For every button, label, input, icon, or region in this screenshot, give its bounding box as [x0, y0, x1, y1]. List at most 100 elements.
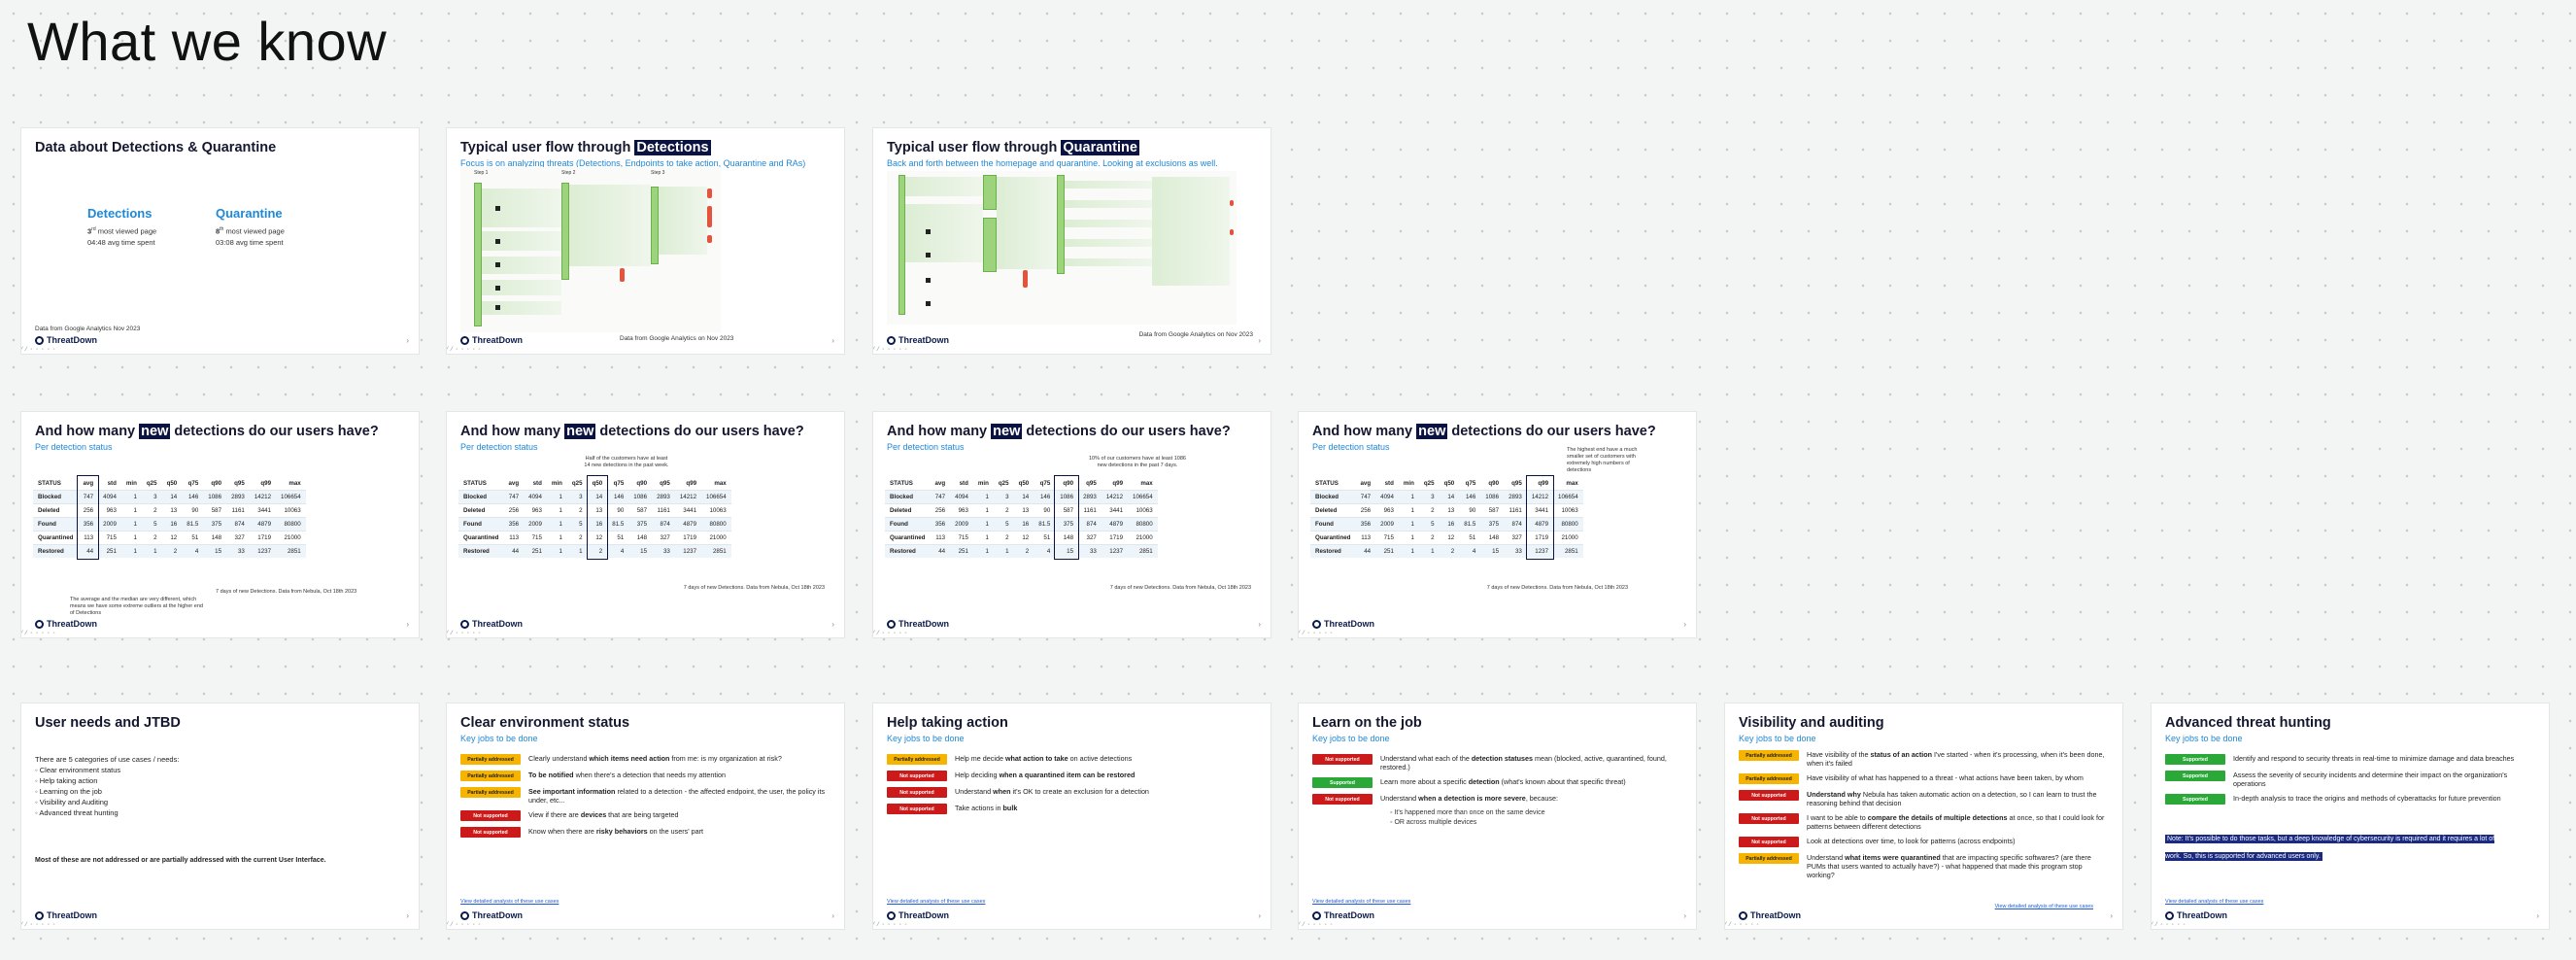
status-badge: Not supported — [887, 787, 947, 798]
slide-toolbar[interactable]: ⁄ ⁄ ◦ ◦ ◦ ◦ ◦ — [1725, 922, 1760, 928]
table-cell: 12 — [1439, 531, 1460, 545]
table-cell: 1 — [972, 490, 994, 504]
slide-help-taking-action[interactable]: Help taking action Key jobs to be done P… — [873, 703, 1271, 929]
status-badge: Not supported — [887, 804, 947, 814]
threatdown-logo: ThreatDown — [35, 910, 97, 920]
flow-band — [1065, 220, 1152, 227]
status-badge: Partially addressed — [1739, 750, 1799, 761]
table-cell: 90 — [607, 503, 629, 518]
threatdown-logo: ThreatDown — [460, 619, 523, 629]
threatdown-logo-icon — [887, 910, 896, 920]
slide-toolbar[interactable]: ⁄ ⁄ ◦ ◦ ◦ ◦ ◦ — [447, 922, 482, 928]
table-cell: 1 — [566, 544, 588, 558]
slide-new-detections-median[interactable]: And how many new detections do our users… — [447, 412, 844, 637]
slide-subtitle: Back and forth between the homepage and … — [887, 158, 1218, 168]
flow-column — [983, 218, 997, 272]
slide-advanced-threat-hunting[interactable]: Advanced threat hunting Key jobs to be d… — [2152, 703, 2549, 929]
column-header: STATUS — [1315, 480, 1339, 487]
table-cell: Restored — [458, 544, 504, 558]
slide-clear-environment-status[interactable]: Clear environment status Key jobs to be … — [447, 703, 844, 929]
table-cell: 1 — [993, 544, 1014, 558]
column-header: std — [532, 480, 542, 487]
slide-detections-quarantine-data[interactable]: Data about Detections & Quarantine Detec… — [21, 128, 419, 354]
slide-toolbar[interactable]: ⁄ ⁄ ◦ ◦ ◦ ◦ ◦ — [21, 347, 56, 353]
flow-node — [495, 305, 500, 310]
column-header: q90 — [1488, 480, 1500, 487]
table-cell: Deleted — [885, 503, 931, 518]
slide-detections-flow[interactable]: Typical user flow through Detections Foc… — [447, 128, 844, 354]
jobs-list: Partially addressed Clearly understand wh… — [460, 754, 830, 843]
slide-new-detections-avg[interactable]: And how many new detections do our users… — [21, 412, 419, 637]
status-badge: Not supported — [1312, 794, 1373, 805]
slide-toolbar[interactable]: ⁄ ⁄ ◦ ◦ ◦ ◦ ◦ — [2152, 922, 2186, 928]
table-cell: 356 — [78, 517, 99, 531]
slide-toolbar[interactable]: ⁄ ⁄ ◦ ◦ ◦ ◦ ◦ — [873, 347, 908, 353]
column-header: max — [1140, 480, 1153, 487]
table-row: Quarantined 113 715 1 2 12 51 148 327 1719 21000 — [885, 531, 1158, 545]
table-cell: 2 — [141, 531, 162, 545]
table-cell: 2009 — [950, 517, 973, 531]
table-cell: 1161 — [226, 503, 250, 518]
column-header: avg — [1360, 480, 1372, 487]
table-cell: Blocked — [458, 490, 504, 504]
table-cell: 327 — [652, 531, 675, 545]
table-cell: 33 — [1078, 544, 1102, 558]
slide-toolbar[interactable]: ⁄ ⁄ ◦ ◦ ◦ ◦ ◦ — [447, 347, 482, 353]
table-cell: 356 — [1355, 517, 1376, 531]
table-cell: 15 — [1480, 544, 1505, 558]
detailed-analysis-link[interactable]: View detailed analysis of these use case… — [887, 899, 986, 905]
slide-toolbar[interactable]: ⁄ ⁄ ◦ ◦ ◦ ◦ ◦ — [21, 922, 56, 928]
table-cell: 1 — [120, 531, 142, 545]
detection-stats-table: STATUS avg std min q25 q50 q75 q90 q95 q99 max Bloc… — [885, 477, 1158, 558]
table-cell: 1086 — [203, 490, 227, 504]
slide-title: And how many new detections do our users… — [460, 424, 804, 439]
table-cell: 4879 — [674, 517, 702, 531]
flow-exit-marker — [707, 206, 712, 227]
table-cell: 1086 — [1480, 490, 1505, 504]
table-cell: 375 — [1055, 517, 1079, 531]
slide-toolbar[interactable]: ⁄ ⁄ ◦ ◦ ◦ ◦ ◦ — [21, 631, 56, 636]
slide-toolbar[interactable]: ⁄ ⁄ ◦ ◦ ◦ ◦ ◦ — [1299, 631, 1334, 636]
slide-title: And how many new detections do our users… — [35, 424, 379, 439]
column-header: q25 — [998, 480, 1009, 487]
table-cell: 2 — [993, 531, 1014, 545]
sankey-flow-diagram — [887, 171, 1237, 325]
job-row: Not supported View if there are devices t… — [460, 810, 830, 821]
slide-toolbar[interactable]: ⁄ ⁄ ◦ ◦ ◦ ◦ ◦ — [873, 922, 908, 928]
column-header: avg — [508, 480, 520, 487]
slide-new-detections-q90[interactable]: And how many new detections do our users… — [873, 412, 1271, 637]
table-row: Restored 44 251 1 1 2 4 15 33 1237 2851 — [458, 544, 731, 558]
detailed-analysis-link[interactable]: View detailed analysis of these use case… — [2165, 899, 2264, 905]
threatdown-logo-icon — [35, 335, 44, 345]
slide-toolbar[interactable]: ⁄ ⁄ ◦ ◦ ◦ ◦ ◦ — [873, 631, 908, 636]
table-cell: 1 — [546, 490, 567, 504]
slide-visibility-and-auditing[interactable]: Visibility and auditing Key jobs to be d… — [1725, 703, 2122, 929]
column-header: min — [125, 480, 137, 487]
status-badge: Not supported — [887, 771, 947, 781]
slide-new-detections-q99[interactable]: And how many new detections do our users… — [1299, 412, 1696, 637]
detailed-analysis-link[interactable]: View detailed analysis of these use case… — [460, 899, 559, 905]
hunting-note: Note: It's possible to do those tasks, b… — [2165, 828, 2510, 863]
flow-step-label: Step 1 — [474, 170, 489, 176]
column-header: max — [288, 480, 301, 487]
detailed-analysis-link[interactable]: View detailed analysis of these use case… — [1312, 899, 1411, 905]
slide-toolbar[interactable]: ⁄ ⁄ ◦ ◦ ◦ ◦ ◦ — [447, 631, 482, 636]
threatdown-logo-icon — [1739, 910, 1747, 920]
table-cell: 1161 — [1078, 503, 1102, 518]
jobs-list: Partially addressed Have visibility of th… — [1739, 750, 2109, 885]
table-cell: 963 — [950, 503, 973, 518]
next-arrow-icon: › — [406, 620, 409, 629]
slide-user-needs-jtbd[interactable]: User needs and JTBD There are 5 categori… — [21, 703, 419, 929]
table-cell: 12 — [1013, 531, 1034, 545]
flow-column — [1057, 175, 1065, 274]
table-cell: 1237 — [249, 544, 277, 558]
slide-toolbar[interactable]: ⁄ ⁄ ◦ ◦ ◦ ◦ ◦ — [1299, 922, 1334, 928]
slide-quarantine-flow[interactable]: Typical user flow through Quarantine Bac… — [873, 128, 1271, 354]
slide-learn-on-the-job[interactable]: Learn on the job Key jobs to be done Not… — [1299, 703, 1696, 929]
slide-subtitle: Key jobs to be done — [1739, 734, 1816, 743]
table-cell: 4879 — [1101, 517, 1129, 531]
threatdown-logo: ThreatDown — [887, 335, 949, 345]
slide-subtitle: Key jobs to be done — [887, 734, 965, 743]
column-header: q50 — [592, 480, 603, 487]
detailed-analysis-link[interactable]: View detailed analysis of these use case… — [1994, 904, 2093, 909]
